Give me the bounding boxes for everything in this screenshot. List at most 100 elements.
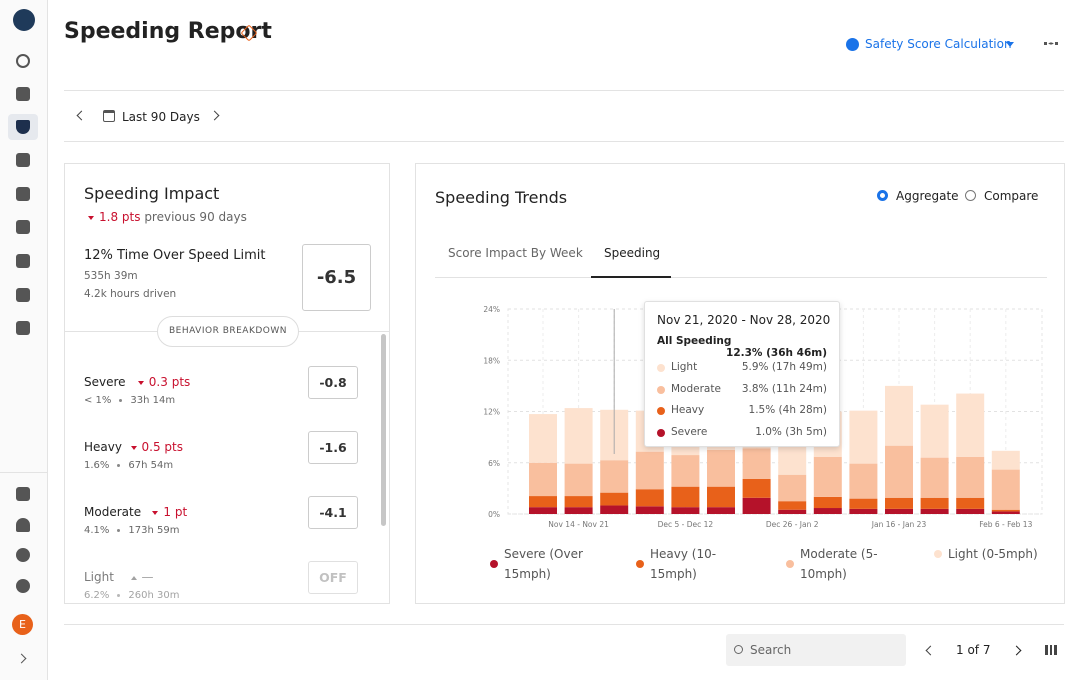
y-tick-label: 6% (488, 459, 500, 468)
share: 6.2% (84, 590, 110, 601)
info-icon (846, 38, 859, 51)
summary-score: -6.5 (302, 244, 371, 311)
bar-segment (671, 455, 700, 487)
y-tick-label: 24% (483, 305, 500, 314)
bar-segment (813, 456, 842, 497)
legend-label: Heavy (10-15mph) (650, 547, 717, 581)
tooltip-value: 1.0% (3h 5m) (755, 425, 827, 438)
bar-segment (564, 507, 593, 514)
date-range[interactable]: Last 90 Days (122, 110, 200, 124)
prev-range[interactable] (76, 110, 87, 121)
radio-label[interactable]: Compare (984, 189, 1039, 203)
tooltip-label: Moderate (671, 382, 721, 395)
sep (117, 593, 121, 597)
behavior-row: Heavy 0.5 pts 1.6% 67h 54m -1.6 (84, 431, 364, 486)
legend-item: Light (0-5mph) (934, 544, 1044, 564)
tab[interactable]: Score Impact By Week (448, 246, 583, 260)
tooltip-label: Severe (671, 425, 708, 438)
bar-segment (600, 460, 629, 493)
map-icon[interactable] (16, 87, 30, 101)
tooltip-value: 5.9% (17h 49m) (741, 361, 827, 373)
bar-segment (849, 508, 878, 514)
settings-icon[interactable] (16, 579, 30, 593)
wrench-icon[interactable] (16, 187, 30, 201)
calendar-icon (103, 110, 115, 122)
logo[interactable] (13, 9, 35, 31)
help-icon[interactable] (16, 548, 30, 562)
tooltip-swatch (657, 364, 665, 372)
total-value: 12.3% (36h 46m) (726, 347, 827, 359)
behavior-score: -1.6 (308, 431, 358, 464)
search-icon (734, 645, 743, 654)
clipboard-icon[interactable] (16, 153, 30, 167)
share: 1.6% (84, 460, 110, 471)
tooltip-label: Light (671, 361, 698, 373)
radio-selected[interactable] (877, 190, 888, 201)
change-value: 0.5 pts (141, 440, 183, 454)
tab-active[interactable]: Speeding (604, 246, 661, 260)
tab-underline (435, 277, 1047, 278)
safety-score-link[interactable]: Safety Score Calculation (865, 37, 1012, 51)
alerts-icon[interactable] (16, 518, 30, 532)
share: < 1% (84, 395, 112, 406)
next-page[interactable] (1011, 645, 1022, 656)
bar-segment (635, 451, 664, 490)
more-menu[interactable] (1044, 42, 1058, 45)
behavior-row: Light — 6.2% 260h 30m OFF (84, 561, 364, 603)
bar-segment (920, 457, 949, 498)
bar-segment (529, 496, 557, 508)
bar-segment (778, 509, 807, 514)
bar-segment (991, 450, 1020, 470)
divider (64, 141, 1064, 142)
safety-icon[interactable] (16, 120, 30, 134)
prev-page[interactable] (925, 645, 936, 656)
behavior-change: — (130, 570, 154, 584)
bar-segment (813, 508, 842, 514)
radio-label[interactable]: Aggregate (896, 189, 959, 203)
breakdown-button[interactable]: BEHAVIOR BREAKDOWN (157, 316, 299, 347)
sep (117, 463, 121, 467)
divider (64, 90, 1064, 91)
messages-icon[interactable] (16, 487, 30, 501)
tooltip-value: 1.5% (4h 28m) (748, 404, 827, 416)
dropdown-caret[interactable] (1006, 42, 1014, 47)
bar-segment (956, 456, 985, 498)
bar-segment (885, 445, 913, 498)
summary-duration: 535h 39m (84, 270, 138, 282)
bar-segment (885, 497, 913, 509)
page-title: Speeding Report (64, 19, 272, 44)
radio[interactable] (965, 190, 976, 201)
legend-swatch (636, 560, 644, 568)
behavior-score: -4.1 (308, 496, 358, 529)
bar-segment (849, 498, 878, 509)
duration: 33h 14m (130, 395, 176, 406)
change-arrow (137, 380, 144, 385)
behavior-meta: 6.2% 260h 30m (84, 590, 179, 601)
legend-item: Heavy (10-15mph) (636, 544, 756, 584)
behavior-meta: < 1% 33h 14m (84, 395, 175, 406)
document-icon[interactable] (16, 288, 30, 302)
legend-swatch (490, 560, 498, 568)
fuel-icon[interactable] (16, 254, 30, 268)
behavior-name: Moderate (84, 505, 142, 519)
route-icon[interactable] (16, 220, 30, 234)
bar-segment (956, 508, 985, 514)
bar-segment (707, 449, 735, 487)
behavior-score: -0.8 (308, 366, 358, 399)
next-range[interactable] (209, 110, 220, 121)
bar-segment (956, 497, 985, 509)
reports-icon[interactable] (16, 321, 30, 335)
expand-icon[interactable] (16, 653, 27, 664)
bar-segment (991, 509, 1020, 512)
search-box[interactable]: Search (726, 634, 906, 666)
change-value: 1 pt (163, 505, 188, 519)
legend-swatch (934, 550, 942, 558)
tooltip-swatch (657, 385, 665, 394)
search-icon[interactable] (16, 54, 30, 68)
bar-segment (991, 511, 1020, 514)
bar-segment (920, 508, 949, 514)
avatar[interactable]: E (12, 614, 33, 635)
columns-button[interactable] (1045, 645, 1057, 655)
behavior-name: Severe (84, 375, 126, 389)
bar-segment (564, 496, 593, 508)
